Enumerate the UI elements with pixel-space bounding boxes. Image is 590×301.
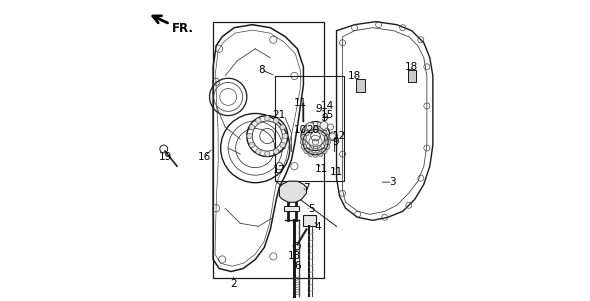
Text: 19: 19 (158, 152, 172, 162)
Text: 7: 7 (303, 183, 310, 193)
Circle shape (303, 127, 307, 131)
Circle shape (320, 122, 328, 129)
Text: 3: 3 (389, 177, 396, 187)
Circle shape (324, 135, 330, 140)
Text: 8: 8 (258, 65, 264, 75)
Circle shape (323, 141, 327, 145)
Text: 21: 21 (273, 110, 286, 120)
Circle shape (255, 118, 261, 123)
Circle shape (317, 151, 323, 157)
Text: 11: 11 (330, 167, 343, 177)
Circle shape (313, 127, 318, 132)
Text: 9: 9 (315, 104, 322, 114)
Circle shape (247, 133, 253, 139)
Circle shape (308, 128, 313, 133)
Polygon shape (279, 181, 306, 202)
Text: 2: 2 (230, 279, 237, 290)
Text: 6: 6 (294, 261, 301, 272)
Text: FR.: FR. (172, 22, 194, 35)
Bar (356, 79, 365, 92)
Text: 13: 13 (288, 251, 301, 262)
Circle shape (306, 123, 314, 130)
Circle shape (322, 130, 327, 136)
Circle shape (323, 127, 327, 131)
Circle shape (255, 149, 261, 154)
Circle shape (304, 130, 309, 136)
Circle shape (264, 151, 270, 157)
Text: 11: 11 (294, 98, 307, 108)
Text: 16: 16 (198, 152, 211, 162)
Text: 18: 18 (405, 62, 418, 72)
Bar (213, 22, 324, 278)
Circle shape (310, 122, 314, 126)
Text: 9: 9 (332, 137, 339, 147)
Bar (284, 206, 299, 211)
Circle shape (300, 139, 306, 145)
Circle shape (317, 146, 322, 150)
Text: 18: 18 (348, 71, 361, 81)
Circle shape (304, 148, 309, 154)
Circle shape (274, 149, 279, 154)
Circle shape (280, 124, 286, 130)
Text: 14: 14 (321, 101, 334, 111)
Text: 10: 10 (294, 125, 307, 135)
Text: 5: 5 (308, 204, 315, 214)
Circle shape (310, 146, 314, 150)
Circle shape (303, 141, 307, 145)
Text: 17: 17 (273, 165, 286, 175)
Circle shape (301, 134, 305, 138)
Circle shape (326, 134, 330, 138)
Text: 20: 20 (306, 125, 319, 135)
Text: 12: 12 (333, 131, 346, 141)
Circle shape (326, 139, 331, 145)
Circle shape (317, 122, 322, 126)
Circle shape (280, 142, 286, 148)
Bar (408, 70, 416, 82)
Circle shape (322, 148, 327, 154)
Circle shape (308, 151, 313, 157)
Text: 9: 9 (321, 113, 328, 123)
Circle shape (324, 144, 330, 150)
Circle shape (249, 124, 255, 130)
Circle shape (283, 133, 288, 139)
Circle shape (317, 128, 323, 133)
Circle shape (249, 142, 255, 147)
Text: 4: 4 (314, 222, 321, 232)
Bar (303, 215, 316, 226)
Text: 15: 15 (321, 110, 334, 120)
Text: 11: 11 (315, 164, 328, 174)
Circle shape (274, 118, 279, 123)
Circle shape (328, 133, 336, 141)
Circle shape (313, 152, 318, 157)
Bar (276, 76, 344, 181)
Circle shape (301, 144, 306, 150)
Circle shape (301, 135, 306, 140)
Circle shape (264, 116, 270, 121)
